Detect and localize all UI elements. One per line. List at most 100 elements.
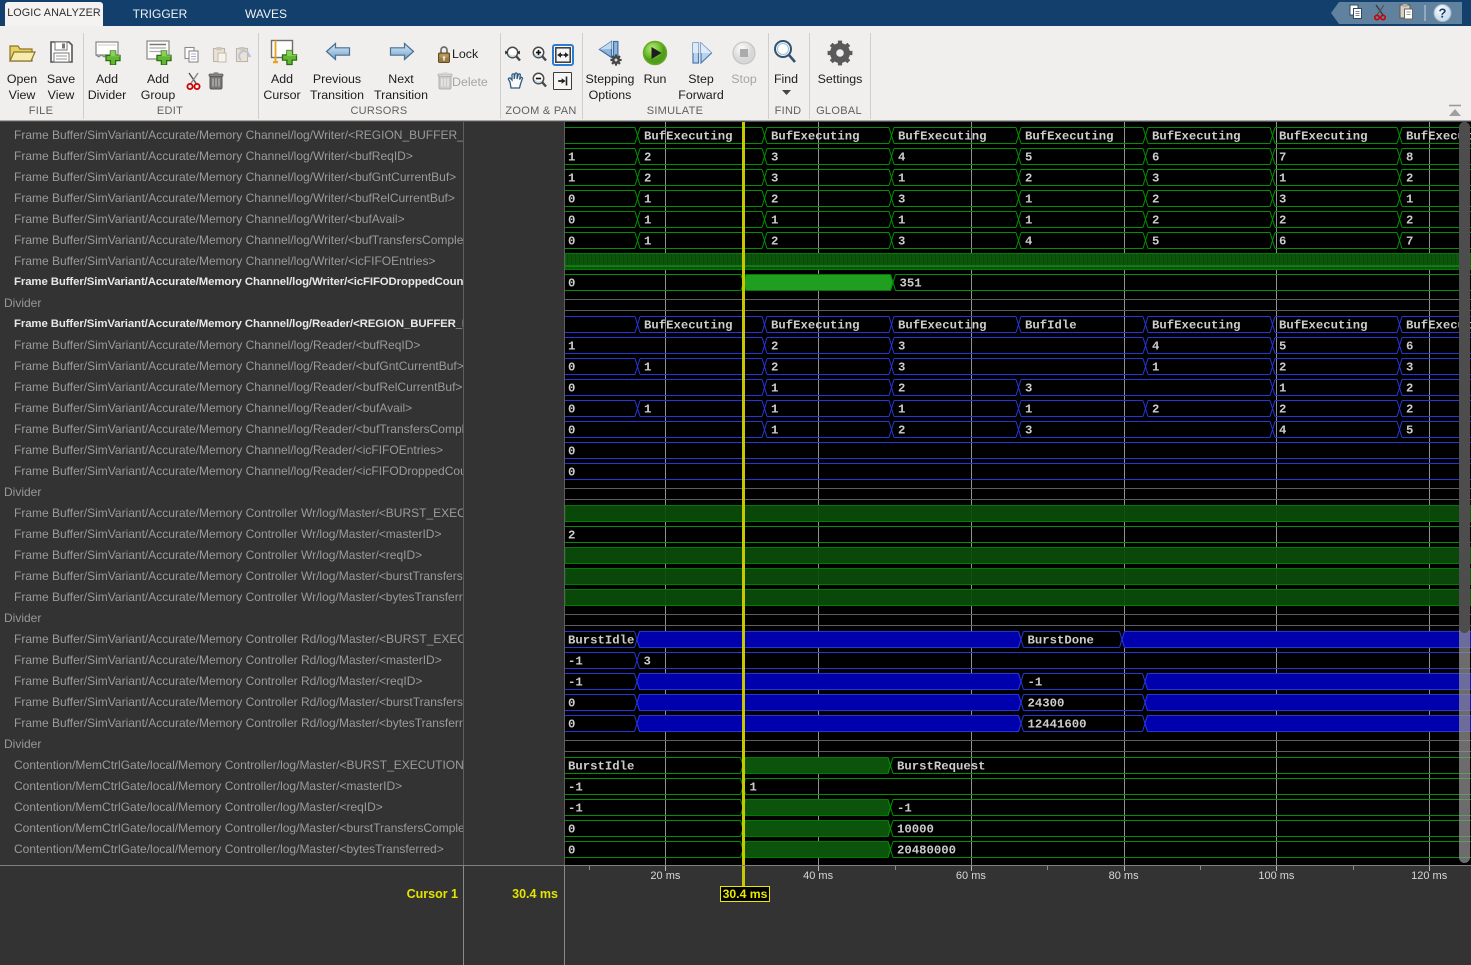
svg-text:BufExecuting: BufExecuting <box>771 130 860 144</box>
svg-text:BufExecuting: BufExecuting <box>644 319 733 333</box>
svg-text:0: 0 <box>568 277 575 291</box>
svg-text:BufExecuting: BufExecuting <box>1279 130 1368 144</box>
svg-text:1: 1 <box>771 214 778 228</box>
svg-text:3: 3 <box>898 340 905 354</box>
svg-text:2: 2 <box>644 151 651 165</box>
svg-text:2: 2 <box>771 193 778 207</box>
svg-text:6: 6 <box>1152 151 1159 165</box>
svg-text:BurstRequest: BurstRequest <box>897 760 986 774</box>
svg-text:-1: -1 <box>1028 676 1043 690</box>
svg-text:BurstIdle: BurstIdle <box>568 634 634 648</box>
svg-text:24300: 24300 <box>1028 697 1065 711</box>
svg-text:2: 2 <box>898 424 905 438</box>
svg-text:2: 2 <box>1152 193 1159 207</box>
svg-text:1: 1 <box>1025 403 1032 417</box>
svg-text:1: 1 <box>644 214 651 228</box>
svg-text:3: 3 <box>644 655 651 669</box>
svg-text:2: 2 <box>1279 403 1286 417</box>
svg-text:4: 4 <box>898 151 906 165</box>
svg-text:3: 3 <box>898 193 905 207</box>
svg-text:20480000: 20480000 <box>897 844 956 858</box>
svg-text:1: 1 <box>898 214 905 228</box>
svg-text:0: 0 <box>568 361 575 375</box>
svg-text:3: 3 <box>898 361 905 375</box>
svg-text:2: 2 <box>1152 403 1159 417</box>
svg-text:4: 4 <box>1279 424 1287 438</box>
svg-text:2: 2 <box>1406 172 1413 186</box>
svg-text:1: 1 <box>771 382 778 396</box>
svg-text:3: 3 <box>771 151 778 165</box>
svg-text:1: 1 <box>644 361 651 375</box>
svg-text:2: 2 <box>1406 403 1413 417</box>
svg-text:BufExecuting: BufExecuting <box>1152 130 1241 144</box>
svg-text:3: 3 <box>898 235 905 249</box>
svg-text:2: 2 <box>771 361 778 375</box>
svg-text:BurstDone: BurstDone <box>1028 634 1094 648</box>
svg-text:10000: 10000 <box>897 823 934 837</box>
svg-text:7: 7 <box>1279 151 1286 165</box>
svg-text:1: 1 <box>644 235 651 249</box>
svg-text:BufExecuting: BufExecuting <box>771 319 860 333</box>
svg-text:3: 3 <box>771 172 778 186</box>
svg-text:2: 2 <box>898 382 905 396</box>
svg-text:1: 1 <box>1279 172 1286 186</box>
svg-text:1: 1 <box>1025 193 1032 207</box>
svg-text:0: 0 <box>568 214 575 228</box>
svg-text:2: 2 <box>1279 361 1286 375</box>
svg-text:2: 2 <box>644 172 651 186</box>
svg-text:-1: -1 <box>568 802 583 816</box>
svg-text:1: 1 <box>750 781 757 795</box>
svg-text:7: 7 <box>1406 235 1413 249</box>
svg-text:0: 0 <box>568 844 575 858</box>
svg-text:5: 5 <box>1025 151 1032 165</box>
svg-text:12441600: 12441600 <box>1028 718 1087 732</box>
svg-text:1: 1 <box>898 172 905 186</box>
svg-text:1: 1 <box>1152 361 1159 375</box>
svg-text:0: 0 <box>568 424 575 438</box>
svg-text:0: 0 <box>568 382 575 396</box>
svg-text:2: 2 <box>771 235 778 249</box>
svg-text:5: 5 <box>1406 424 1413 438</box>
svg-text:-1: -1 <box>568 676 583 690</box>
svg-text:BufExecuting: BufExecuting <box>1152 319 1241 333</box>
svg-text:2: 2 <box>1152 214 1159 228</box>
svg-text:BufExecuting: BufExecuting <box>898 130 987 144</box>
svg-text:BufIdle: BufIdle <box>1025 319 1077 333</box>
svg-text:0: 0 <box>568 445 575 459</box>
svg-text:1: 1 <box>568 172 575 186</box>
svg-text:2: 2 <box>568 529 575 543</box>
svg-text:0: 0 <box>568 718 575 732</box>
svg-text:BufExecuting: BufExecuting <box>1406 130 1471 144</box>
svg-text:1: 1 <box>898 403 905 417</box>
svg-text:3: 3 <box>1152 172 1159 186</box>
svg-text:4: 4 <box>1152 340 1160 354</box>
svg-text:1: 1 <box>1025 214 1032 228</box>
svg-text:BufExecuting: BufExecuting <box>1279 319 1368 333</box>
svg-text:1: 1 <box>771 403 778 417</box>
svg-text:0: 0 <box>568 403 575 417</box>
svg-text:8: 8 <box>1406 151 1413 165</box>
svg-text:2: 2 <box>1279 214 1286 228</box>
svg-text:2: 2 <box>1406 214 1413 228</box>
svg-text:3: 3 <box>1025 382 1032 396</box>
svg-text:BufExecuting: BufExecuting <box>898 319 987 333</box>
svg-text:-1: -1 <box>897 802 912 816</box>
svg-text:351: 351 <box>900 277 922 291</box>
svg-text:6: 6 <box>1406 340 1413 354</box>
svg-text:0: 0 <box>568 466 575 480</box>
svg-text:3: 3 <box>1025 424 1032 438</box>
svg-text:BufExecuting: BufExecuting <box>1025 130 1114 144</box>
svg-text:4: 4 <box>1025 235 1033 249</box>
svg-text:5: 5 <box>1152 235 1159 249</box>
svg-text:0: 0 <box>568 193 575 207</box>
svg-text:1: 1 <box>644 403 651 417</box>
svg-text:BufExecuting: BufExecuting <box>644 130 733 144</box>
svg-text:-1: -1 <box>568 781 583 795</box>
svg-text:1: 1 <box>1279 382 1286 396</box>
svg-text:0: 0 <box>568 697 575 711</box>
svg-text:?: ? <box>1439 6 1447 21</box>
svg-text:BurstIdle: BurstIdle <box>568 760 634 774</box>
svg-text:1: 1 <box>771 424 778 438</box>
svg-text:6: 6 <box>1279 235 1286 249</box>
svg-text:3: 3 <box>1406 361 1413 375</box>
